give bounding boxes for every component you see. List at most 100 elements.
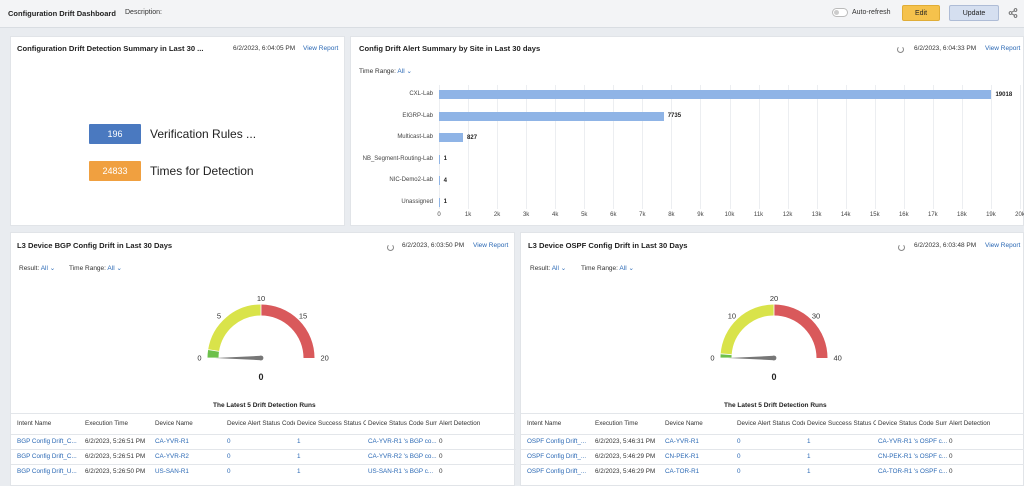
time-range-filter[interactable]: Time Range: All ⌄: [359, 67, 412, 75]
gridline: [932, 85, 934, 209]
row-divider: [521, 464, 1024, 465]
gauge-tick-label: 0: [710, 354, 714, 363]
x-tick-label: 8k: [668, 212, 675, 218]
kpi-detection-value: 24833: [89, 161, 141, 181]
view-report-link[interactable]: View Report: [473, 242, 509, 249]
bar-category-label: NIC-Demo2-Lab: [389, 177, 433, 183]
table-cell[interactable]: OSPF Config Drift_...: [527, 468, 587, 475]
x-tick-label: 17k: [928, 212, 938, 218]
table-cell[interactable]: US-SAN-R1 's BGP c...: [368, 468, 434, 475]
column-header[interactable]: Device Success Status Code: [297, 420, 366, 427]
table-cell: 6/2/2023, 5:26:50 PM: [85, 468, 146, 475]
table-cell[interactable]: CA-YVR-R1 's OSPF c...: [878, 438, 947, 445]
table-cell[interactable]: US-SAN-R1: [155, 468, 189, 475]
column-header[interactable]: Alert Detection: [439, 420, 481, 427]
bar[interactable]: [439, 90, 992, 99]
table-cell[interactable]: 0: [737, 438, 741, 445]
table-cell[interactable]: 1: [807, 453, 811, 460]
bar[interactable]: [439, 133, 464, 142]
time-range-filter[interactable]: Time Range: All ⌄: [69, 264, 122, 272]
table-cell[interactable]: CA-YVR-R1: [155, 438, 189, 445]
bar[interactable]: [439, 197, 440, 207]
update-button[interactable]: Update: [949, 5, 999, 21]
table-cell[interactable]: CA-TOR-R1 's OSPF c...: [878, 468, 947, 475]
column-header[interactable]: Device Status Code Summary: [878, 420, 947, 427]
column-header[interactable]: Execution Time: [595, 420, 639, 427]
table-cell[interactable]: CA-YVR-R2 's BGP co...: [368, 453, 437, 460]
result-filter[interactable]: Result: All ⌄: [19, 264, 55, 272]
bar-category-label: CXL-Lab: [409, 91, 433, 97]
gauge-needle: [728, 355, 774, 361]
kpi-rules-label: Verification Rules ...: [150, 127, 257, 141]
gauge-tick-label: 10: [257, 294, 265, 303]
table-cell[interactable]: 1: [807, 438, 811, 445]
x-tick-label: 10k: [724, 212, 735, 218]
column-header[interactable]: Execution Time: [85, 420, 129, 427]
column-header[interactable]: Device Name: [665, 420, 703, 427]
table-cell[interactable]: 1: [297, 468, 301, 475]
table-cell[interactable]: 0: [737, 468, 741, 475]
chevron-down-icon: ⌄: [560, 265, 567, 272]
table-cell[interactable]: 1: [297, 438, 301, 445]
gauge-tick-label: 40: [834, 354, 842, 363]
gauge-needle: [215, 355, 261, 361]
view-report-link[interactable]: View Report: [985, 242, 1021, 249]
column-header[interactable]: Device Name: [155, 420, 193, 427]
result-filter[interactable]: Result: All ⌄: [530, 264, 566, 272]
gauge-tick-label: 20: [770, 294, 778, 303]
table-cell: 6/2/2023, 5:26:51 PM: [85, 438, 146, 445]
table-cell: 6/2/2023, 5:46:29 PM: [595, 468, 656, 475]
table-cell[interactable]: CA-YVR-R1 's BGP co...: [368, 438, 437, 445]
refresh-icon[interactable]: [897, 46, 904, 53]
x-tick-label: 19k: [986, 212, 996, 218]
gauge-hub: [771, 355, 777, 361]
bar[interactable]: [439, 176, 440, 185]
table-cell[interactable]: BGP Config Drift_C...: [17, 438, 77, 445]
table-cell[interactable]: 0: [227, 453, 231, 460]
bar[interactable]: [439, 154, 440, 164]
edit-button[interactable]: Edit: [902, 5, 940, 21]
table-cell[interactable]: OSPF Config Drift_...: [527, 438, 587, 445]
x-tick-label: 3k: [522, 212, 530, 218]
table-cell[interactable]: 0: [227, 468, 231, 475]
table-cell[interactable]: 0: [737, 453, 741, 460]
table-cell[interactable]: CA-TOR-R1: [665, 468, 700, 475]
gauge-tick-label: 5: [217, 311, 221, 320]
panel-timestamp: 6/2/2023, 6:03:48 PM: [914, 242, 977, 249]
table-cell[interactable]: 0: [227, 438, 231, 445]
bar-category-label: Unassigned: [401, 198, 433, 205]
table-cell[interactable]: 1: [297, 453, 301, 460]
column-header[interactable]: Intent Name: [17, 420, 52, 427]
gauge-tick-label: 30: [812, 311, 820, 320]
table-cell[interactable]: BGP Config Drift_U...: [17, 468, 77, 475]
refresh-icon[interactable]: [898, 244, 905, 251]
table-cell[interactable]: CA-YVR-R2: [155, 453, 189, 460]
column-header[interactable]: Device Alert Status Code: [737, 420, 805, 427]
column-header[interactable]: Alert Detection: [949, 420, 991, 427]
table-title: The Latest 5 Drift Detection Runs: [724, 402, 827, 409]
column-header[interactable]: Device Alert Status Code: [227, 420, 295, 427]
table-cell: 6/2/2023, 5:26:51 PM: [85, 453, 146, 460]
description-label: Description:: [125, 9, 162, 16]
share-icon[interactable]: [1008, 8, 1018, 18]
bar-value-label: 827: [467, 134, 478, 141]
table-cell[interactable]: BGP Config Drift_C...: [17, 453, 77, 460]
table-cell[interactable]: CN-PEK-R1: [665, 453, 699, 460]
auto-refresh-toggle[interactable]: [832, 8, 848, 17]
time-range-filter[interactable]: Time Range: All ⌄: [581, 264, 634, 272]
table-cell[interactable]: OSPF Config Drift_...: [527, 453, 587, 460]
bar[interactable]: [439, 111, 664, 121]
gauge-band: [720, 304, 775, 355]
table-cell[interactable]: CN-PEK-R1 's OSPF c...: [878, 453, 947, 460]
view-report-link[interactable]: View Report: [303, 45, 339, 52]
column-header[interactable]: Device Success Status Code: [807, 420, 876, 427]
column-header[interactable]: Device Status Code Summary: [368, 420, 437, 427]
panel-title: Config Drift Alert Summary by Site in La…: [359, 44, 541, 53]
view-report-link[interactable]: View Report: [985, 45, 1021, 52]
panel-timestamp: 6/2/2023, 6:03:50 PM: [402, 242, 465, 249]
refresh-icon[interactable]: [387, 244, 394, 251]
table-cell[interactable]: 1: [807, 468, 811, 475]
table-cell[interactable]: CA-YVR-R1: [665, 438, 699, 445]
column-header[interactable]: Intent Name: [527, 420, 562, 427]
x-tick-label: 12k: [782, 212, 793, 218]
